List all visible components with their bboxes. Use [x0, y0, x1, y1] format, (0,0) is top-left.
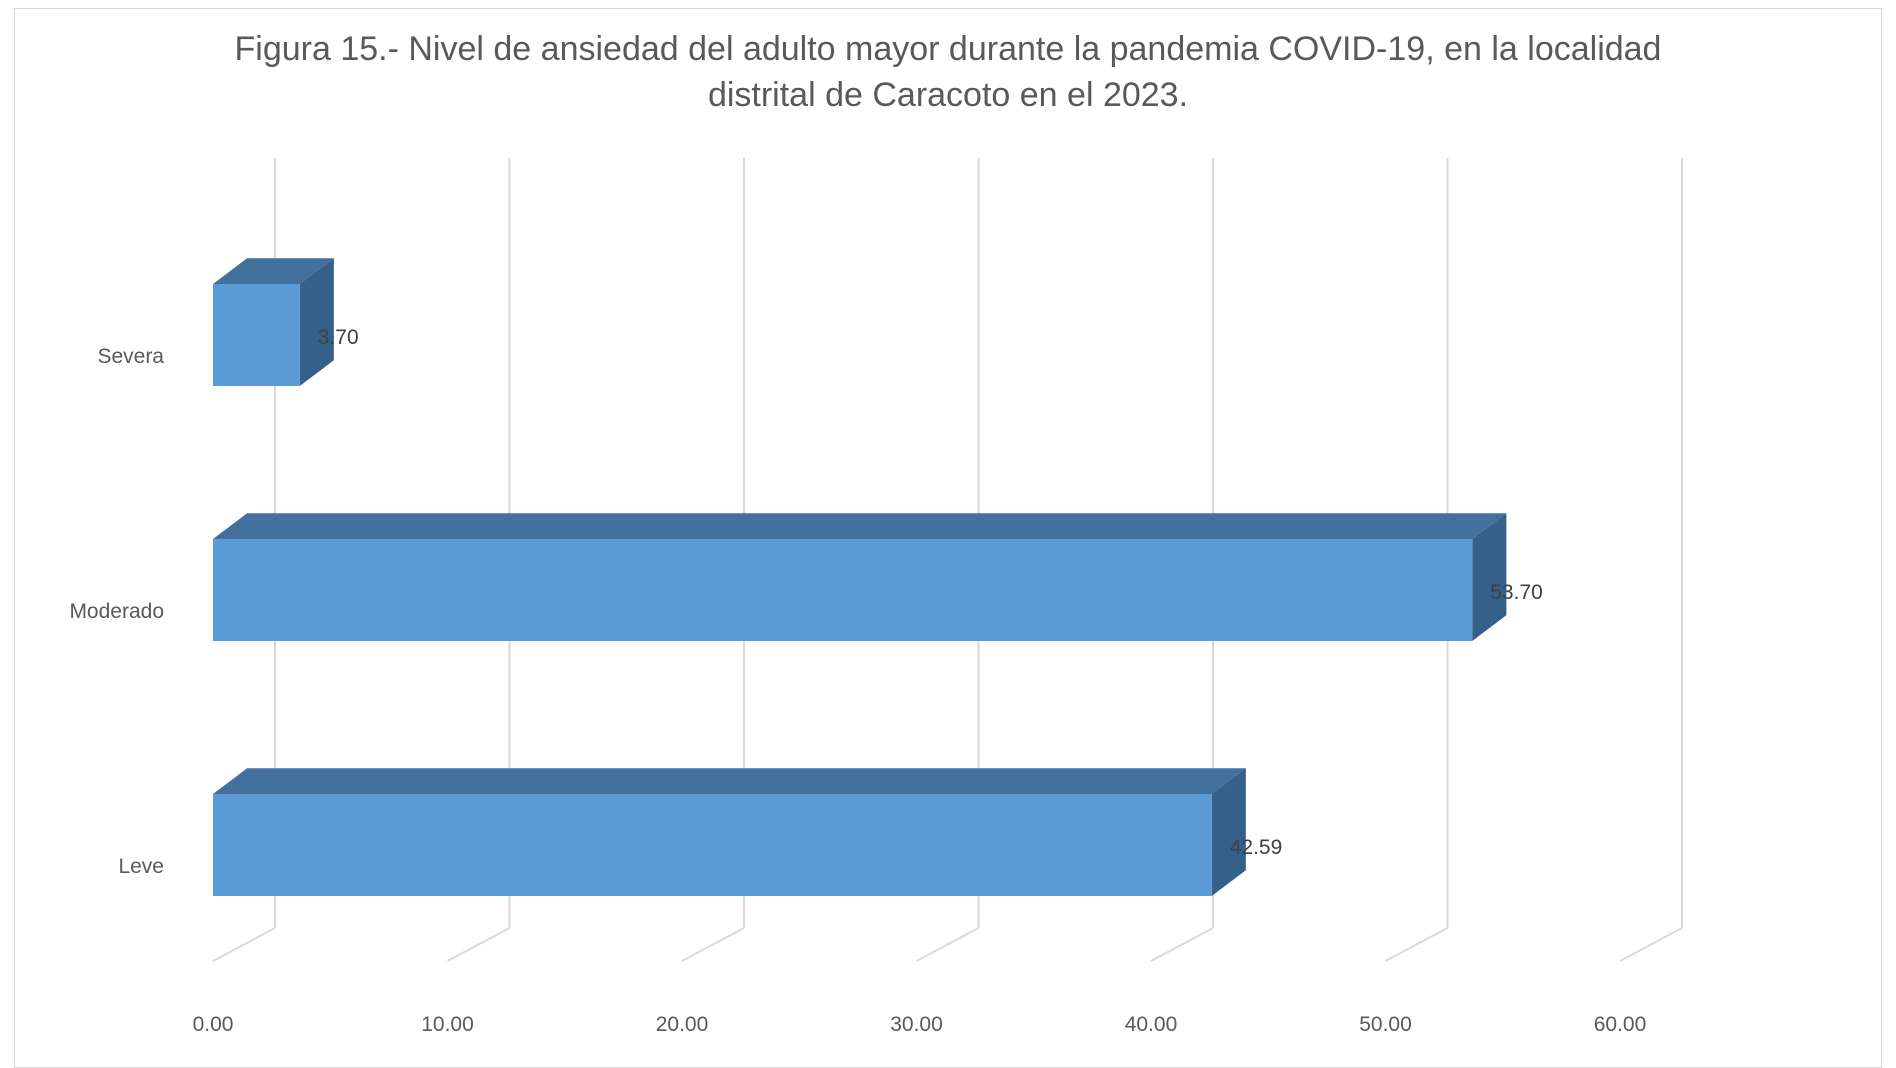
floor-gridline — [212, 927, 276, 962]
x-tick-label: 20.00 — [656, 1013, 709, 1036]
floor-gridline — [916, 927, 979, 962]
x-tick-label: 40.00 — [1125, 1013, 1178, 1036]
y-tick-label: Leve — [118, 855, 164, 878]
floor-gridline — [447, 927, 510, 962]
x-tick-label: 10.00 — [421, 1013, 474, 1036]
bar — [213, 284, 300, 386]
y-tick-label: Severa — [97, 345, 164, 368]
bar — [213, 794, 1212, 896]
x-tick-label: 50.00 — [1359, 1013, 1412, 1036]
bar-side — [299, 258, 334, 386]
chart-title-line-1: Figura 15.- Nivel de ansiedad del adulto… — [234, 30, 1662, 68]
floor-gridline — [1385, 927, 1448, 962]
floor-gridline — [681, 927, 745, 962]
bar-side — [1211, 768, 1246, 896]
chart-title: Figura 15.- Nivel de ansiedad del adulto… — [0, 26, 1896, 118]
x-tick-label: 60.00 — [1594, 1013, 1647, 1036]
y-tick-label: Moderado — [69, 600, 164, 623]
floor-gridline — [1150, 927, 1214, 962]
data-label: 53.70 — [1490, 581, 1543, 604]
x-tick-label: 30.00 — [890, 1013, 943, 1036]
chart-title-line-2: distrital de Caracoto en el 2023. — [707, 76, 1189, 114]
bar-top — [213, 768, 1246, 794]
bar-side — [1472, 513, 1507, 641]
bar-top — [213, 513, 1507, 539]
floor-gridline — [1619, 927, 1683, 962]
data-label: 3.70 — [318, 326, 359, 349]
bar-top — [213, 258, 334, 284]
bar — [213, 539, 1473, 641]
data-label: 42.59 — [1230, 836, 1283, 859]
x-tick-label: 0.00 — [193, 1013, 234, 1036]
